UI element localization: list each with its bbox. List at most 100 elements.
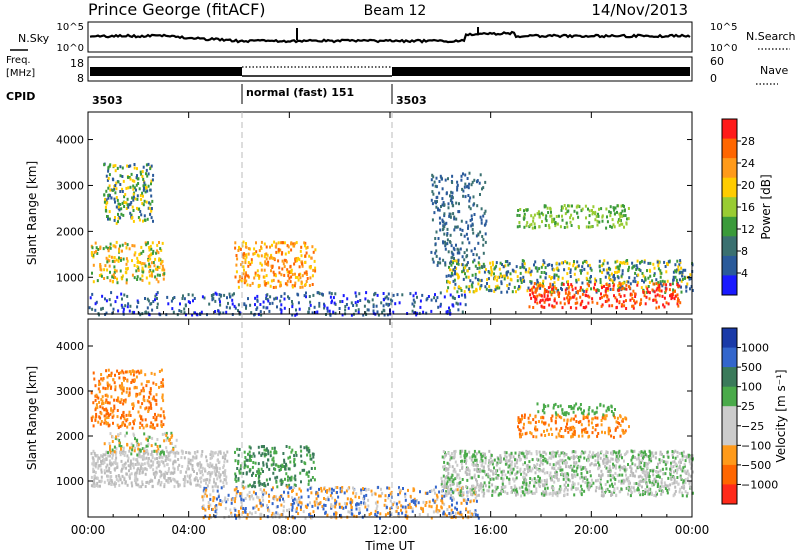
velocity-cell (298, 500, 301, 504)
power-cell (264, 283, 267, 287)
velocity-cell (262, 493, 265, 497)
power-cell (147, 311, 150, 315)
velocity-cell (96, 395, 99, 399)
velocity-cell (147, 408, 150, 412)
power-cell (294, 272, 296, 276)
velocity-cell (347, 487, 350, 491)
velocity-cell (338, 502, 341, 506)
power-cell (125, 271, 128, 275)
velocity-cell (105, 407, 108, 411)
power-cell (537, 210, 540, 214)
power-cell (574, 301, 577, 305)
power-cell (555, 273, 558, 277)
velocity-cell (143, 447, 146, 451)
velocity-cell (152, 395, 155, 399)
power-cell (444, 222, 447, 226)
power-cell (441, 203, 444, 207)
power-cell (93, 251, 96, 254)
power-cell (334, 311, 337, 315)
power-cell (658, 288, 660, 292)
velocity-cell (133, 479, 136, 483)
power-cell (563, 268, 566, 272)
power-cell (301, 262, 304, 266)
velocity-cell (459, 510, 462, 514)
power-cell (486, 282, 488, 285)
power-cell (123, 201, 126, 204)
power-cell (262, 305, 265, 309)
power-cell (304, 244, 306, 248)
velocity-cell (116, 369, 119, 373)
power-cell (588, 263, 591, 267)
velocity-cell (187, 467, 190, 471)
power-cell (572, 264, 575, 268)
velocity-cell (503, 450, 506, 454)
velocity-cell (151, 454, 154, 458)
velocity-cell (196, 483, 199, 487)
power-cell (214, 299, 217, 303)
power-cell (598, 259, 601, 263)
power-cell (305, 273, 308, 276)
power-cell (390, 298, 392, 302)
velocity-cell (96, 481, 99, 485)
power-cell (280, 308, 283, 312)
velocity-cell (128, 449, 131, 453)
power-cell (622, 214, 625, 218)
power-cell (115, 205, 118, 209)
power-cell (260, 268, 263, 272)
power-cell (437, 237, 440, 240)
power-cell (547, 223, 550, 227)
power-cell (500, 274, 503, 278)
velocity-cell (289, 460, 292, 464)
velocity-cell (149, 389, 152, 392)
velocity-cell (109, 432, 112, 436)
power-cell (479, 287, 481, 291)
velocity-cell (93, 451, 96, 455)
velocity-cell (266, 504, 268, 507)
velocity-cell (134, 446, 137, 450)
velocity-cell (291, 448, 294, 452)
power-cell (544, 276, 547, 280)
power-cell (569, 220, 572, 224)
power-cell (626, 217, 628, 221)
power-cell (592, 205, 595, 209)
power-cell (276, 305, 278, 309)
velocity-cell (476, 494, 478, 498)
velocity-cell (211, 456, 213, 460)
power-cell (572, 217, 575, 221)
velocity-cell (214, 451, 217, 455)
power-cell (439, 304, 442, 308)
power-cell (142, 188, 145, 192)
velocity-cell (256, 470, 259, 474)
velocity-cell (115, 456, 118, 460)
velocity-cell (126, 379, 129, 383)
velocity-cell (450, 512, 453, 516)
power-cell (255, 250, 258, 254)
velocity-cell (191, 464, 194, 467)
velocity-cell (290, 475, 293, 479)
velocity-cell (169, 441, 172, 445)
velocity-cell (237, 510, 240, 513)
velocity-cell (352, 486, 354, 490)
velocity-cell (161, 456, 164, 460)
power-cell (653, 274, 656, 277)
power-cell (332, 310, 335, 314)
power-cell (463, 293, 466, 297)
power-cell (477, 241, 480, 245)
velocity-cell (451, 496, 454, 500)
power-cell (606, 288, 609, 292)
velocity-cell (546, 458, 549, 462)
power-cell (450, 256, 453, 260)
power-cell (380, 301, 383, 305)
power-cell (111, 275, 114, 279)
power-cell (614, 296, 617, 300)
power-cell (104, 264, 107, 268)
velocity-cell (444, 469, 447, 472)
power-cell (466, 261, 469, 265)
power-cell (688, 277, 691, 281)
velocity-cell (404, 498, 407, 502)
velocity-cell (235, 494, 238, 498)
velocity-cell (93, 481, 95, 485)
velocity-cell (353, 514, 356, 518)
power-cell (601, 214, 604, 218)
power-cell (490, 265, 493, 269)
